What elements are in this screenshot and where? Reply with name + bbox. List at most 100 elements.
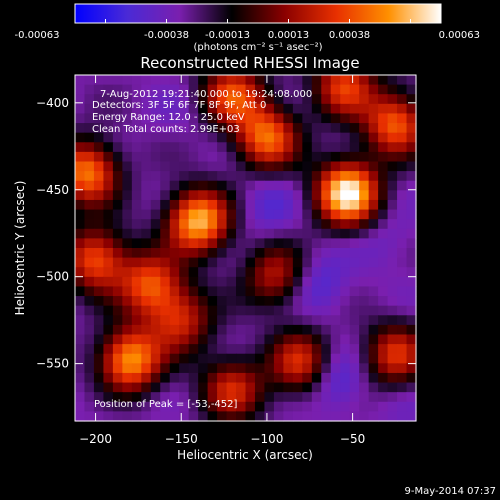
heatmap-cell xyxy=(93,132,105,143)
heatmap-cell xyxy=(217,315,228,326)
heatmap-cell xyxy=(160,257,171,268)
heatmap-cell xyxy=(254,315,266,326)
heatmap-cell xyxy=(226,392,237,403)
heatmap-cell xyxy=(406,248,417,259)
heatmap-cell xyxy=(387,123,398,134)
heatmap-cell xyxy=(254,123,266,134)
heatmap-cell xyxy=(131,363,142,374)
heatmap-cell xyxy=(264,305,275,316)
heatmap-cell xyxy=(349,209,360,220)
heatmap-cell xyxy=(368,171,379,182)
heatmap-cell xyxy=(245,151,256,163)
heatmap-cell xyxy=(292,248,303,259)
heatmap-cell xyxy=(264,209,275,220)
heatmap-cell xyxy=(330,228,341,239)
heatmap-cell xyxy=(368,401,379,412)
heatmap-cell xyxy=(330,372,341,384)
heatmap-cell xyxy=(245,392,256,403)
heatmap-cell xyxy=(179,228,190,239)
heatmap-cell xyxy=(311,75,322,86)
heatmap-cell xyxy=(349,94,360,105)
heatmap-cell xyxy=(84,142,95,153)
heatmap-cell xyxy=(122,248,133,259)
heatmap-cell xyxy=(84,209,95,220)
heatmap-cell xyxy=(311,199,322,211)
heatmap-cell xyxy=(84,94,95,105)
heatmap-cell xyxy=(368,219,379,230)
heatmap-cell xyxy=(75,171,86,182)
heatmap-cell xyxy=(188,123,199,134)
heatmap-cell xyxy=(150,132,161,143)
heatmap-cell xyxy=(273,190,284,201)
heatmap-cell xyxy=(93,276,105,288)
heatmap-cell xyxy=(226,219,237,230)
heatmap-cell xyxy=(131,209,142,220)
heatmap-cell xyxy=(75,228,86,239)
heatmap-cell xyxy=(254,334,266,345)
heatmap-cell xyxy=(254,305,266,316)
heatmap-cell xyxy=(93,142,105,153)
heatmap-cell xyxy=(254,267,266,278)
heatmap-cell xyxy=(397,151,408,163)
heatmap-cell xyxy=(188,171,199,182)
heatmap-cell xyxy=(112,171,123,182)
heatmap-cell xyxy=(93,199,105,211)
heatmap-cell xyxy=(387,238,398,249)
heatmap-cell xyxy=(112,123,123,134)
heatmap-cell xyxy=(217,401,228,412)
heatmap-cell xyxy=(254,209,266,220)
heatmap-cell xyxy=(264,75,275,86)
heatmap-cell xyxy=(292,305,303,316)
heatmap-cell xyxy=(321,75,332,86)
heatmap-cell xyxy=(292,113,303,124)
heatmap-cell xyxy=(160,305,171,316)
heatmap-cell xyxy=(236,248,247,259)
heatmap-cell xyxy=(226,171,237,182)
heatmap-cell xyxy=(387,209,398,220)
heatmap-cell xyxy=(160,209,171,220)
heatmap-cell xyxy=(368,267,379,278)
heatmap-cell xyxy=(103,219,114,230)
heatmap-cell xyxy=(368,344,379,355)
heatmap-cell xyxy=(292,401,303,412)
heatmap-cell xyxy=(179,190,190,201)
heatmap-cell xyxy=(264,151,275,163)
heatmap-cell xyxy=(226,286,237,297)
heatmap-cell xyxy=(311,142,322,153)
heatmap-cell xyxy=(188,84,199,95)
heatmap-cell xyxy=(207,209,218,220)
heatmap-cell xyxy=(93,209,105,220)
heatmap-cell xyxy=(160,199,171,211)
heatmap-cell xyxy=(150,324,161,336)
heatmap-cell xyxy=(103,353,114,364)
heatmap-cell xyxy=(368,363,379,374)
heatmap-cell xyxy=(207,219,218,230)
heatmap-cell xyxy=(368,353,379,364)
heatmap-cell xyxy=(273,238,284,249)
heatmap-cell xyxy=(217,103,228,115)
heatmap-cell xyxy=(273,296,284,307)
heatmap-cell xyxy=(349,286,360,297)
heatmap-cell xyxy=(93,267,105,278)
heatmap-cell xyxy=(160,132,171,143)
heatmap-cell xyxy=(131,382,142,393)
heatmap-cell xyxy=(311,228,322,239)
heatmap-cell xyxy=(349,382,360,393)
heatmap-cell xyxy=(340,401,351,412)
heatmap-cell xyxy=(330,190,341,201)
heatmap-cell xyxy=(349,84,360,95)
heatmap-cell xyxy=(150,219,161,230)
heatmap-cell xyxy=(226,151,237,163)
heatmap-cell xyxy=(302,382,313,393)
heatmap-cell xyxy=(112,161,123,172)
heatmap-cell xyxy=(141,315,152,326)
heatmap-cell xyxy=(292,103,303,115)
heatmap-cell xyxy=(236,151,247,163)
heatmap-cell xyxy=(254,276,266,288)
heatmap-cell xyxy=(378,296,389,307)
heatmap-cell xyxy=(302,305,313,316)
heatmap-cell xyxy=(198,382,209,393)
heatmap-cell xyxy=(283,209,294,220)
heatmap-cell xyxy=(340,132,351,143)
heatmap-cell xyxy=(207,372,218,384)
